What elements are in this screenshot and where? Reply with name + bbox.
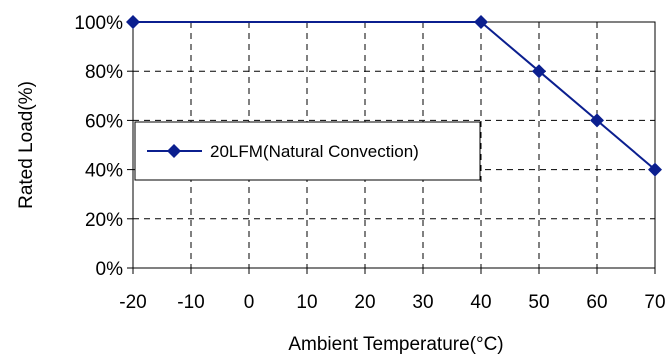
y-tick-label: 60% xyxy=(85,111,123,132)
data-point-diamond xyxy=(474,15,488,29)
legend-label: 20LFM(Natural Convection) xyxy=(210,142,419,161)
data-point-diamond xyxy=(590,113,604,128)
x-tick-label: 70 xyxy=(644,292,665,313)
data-point-diamond xyxy=(648,162,662,177)
y-tick-label: 20% xyxy=(85,210,123,231)
y-tick-label: 0% xyxy=(96,259,124,280)
y-tick-label: 80% xyxy=(85,62,123,83)
legend-diamond-marker xyxy=(167,144,181,158)
x-tick-label: 50 xyxy=(528,292,549,313)
x-tick-label: 30 xyxy=(412,292,433,313)
x-tick-label: 10 xyxy=(296,292,317,313)
y-axis-title: Rated Load(%) xyxy=(16,81,37,209)
x-tick-label: 60 xyxy=(586,292,607,313)
x-tick-label: -20 xyxy=(119,292,146,313)
legend: 20LFM(Natural Convection) xyxy=(134,121,481,181)
x-tick-label: 0 xyxy=(244,292,255,313)
y-tick-label: 40% xyxy=(85,161,123,182)
x-tick-label: 40 xyxy=(470,292,491,313)
x-tick-label: -10 xyxy=(177,292,204,313)
data-point-diamond xyxy=(126,15,140,29)
series xyxy=(126,15,662,177)
y-tick-label: 100% xyxy=(74,13,123,34)
x-tick-label: 20 xyxy=(354,292,375,313)
axis-ticks: 0% 20% 40% 60% 80% 100% -20 -10 0 10 20 30 40 50 60 70 xyxy=(74,13,665,313)
data-point-diamond xyxy=(532,64,546,79)
x-axis-title: Ambient Temperature(°C) xyxy=(288,334,503,355)
